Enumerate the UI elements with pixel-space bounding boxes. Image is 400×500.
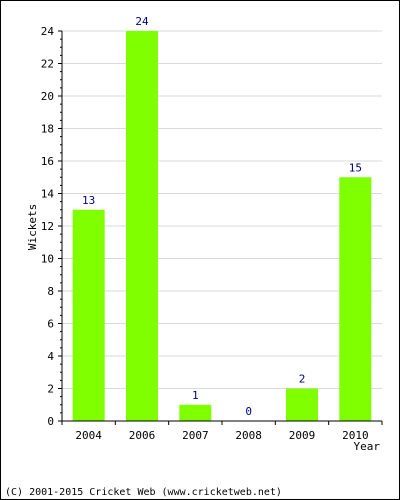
x-tick-label: 2004 [75,429,102,442]
bar-2010 [339,177,372,421]
data-label-2010: 15 [349,161,362,174]
data-labels: 13 24 1 0 2 15 [82,15,362,418]
y-tick-label: 16 [41,155,54,168]
bars [72,31,372,421]
y-tick-label: 8 [47,285,54,298]
data-label-2009: 2 [299,373,306,386]
bar-2009 [286,388,318,421]
y-tick-label: 6 [47,318,54,331]
y-tick-label: 2 [47,383,54,396]
y-tick-label: 10 [41,253,54,266]
x-tick-label: 2007 [182,429,209,442]
bar-2007 [179,404,212,421]
data-label-2006: 24 [135,15,149,28]
y-tick-label: 22 [41,58,54,71]
x-tick-label: 2008 [235,429,262,442]
x-axis-title: Year [354,440,381,453]
x-tick-label: 2010 [342,429,369,442]
bar-2004 [72,209,105,421]
x-tick-label: 2009 [289,429,316,442]
y-axis-title: Wickets [26,204,39,250]
y-tick-label: 12 [41,220,54,233]
y-tick-label: 14 [41,188,55,201]
y-tick-label: 24 [41,25,55,38]
data-label-2008: 0 [245,405,252,418]
copyright-text: (C) 2001-2015 Cricket Web (www.cricketwe… [5,487,282,498]
grid-lines [62,30,382,389]
y-tick-label: 4 [47,350,54,363]
y-tick-label: 18 [41,123,54,136]
data-label-2004: 13 [82,194,95,207]
bar-2006 [126,31,158,421]
x-tick-label: 2006 [129,429,156,442]
y-tick-label: 0 [47,415,54,428]
y-tick-label: 20 [41,90,54,103]
data-label-2007: 1 [192,389,199,402]
x-axis-ticks: 2004 2006 2007 2008 2009 2010 [61,421,383,442]
